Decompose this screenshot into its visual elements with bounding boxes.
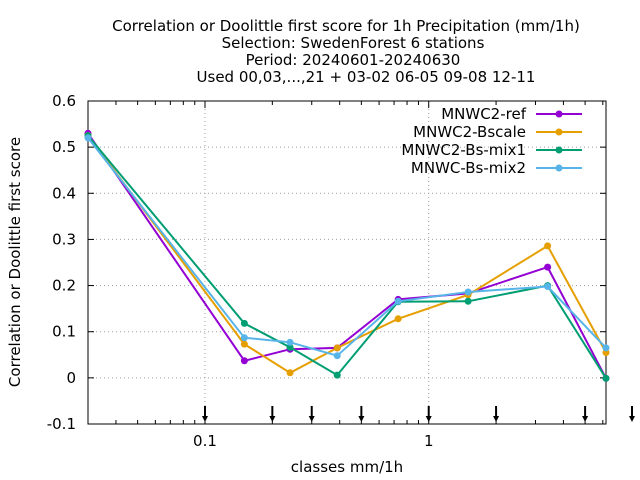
data-point xyxy=(240,357,248,365)
data-point xyxy=(544,282,552,290)
data-point xyxy=(286,369,294,377)
legend-marker xyxy=(555,164,563,172)
data-point xyxy=(544,242,552,250)
legend-label: MNWC2-Bs-mix1 xyxy=(401,141,526,159)
class-marker-arrow-head xyxy=(629,416,635,422)
legend-marker xyxy=(555,110,563,118)
title-line-1: Correlation or Doolittle first score for… xyxy=(112,17,580,35)
data-point xyxy=(240,319,248,327)
x-tick-label: 1 xyxy=(424,432,434,450)
legend: MNWC2-refMNWC2-BscaleMNWC2-Bs-mix1MNWC-B… xyxy=(401,105,582,177)
data-point xyxy=(333,344,341,352)
legend-label: MNWC2-ref xyxy=(441,105,526,123)
data-point xyxy=(602,344,610,352)
title-line-4: Used 00,03,...,21 + 03-02 06-05 09-08 12… xyxy=(197,68,536,86)
data-point xyxy=(602,374,610,382)
data-point xyxy=(544,263,552,271)
class-marker-arrow-head xyxy=(269,416,276,422)
x-axis-label: classes mm/1h xyxy=(291,458,403,476)
data-point xyxy=(333,352,341,360)
class-markers xyxy=(201,406,635,422)
legend-label: MNWC-Bs-mix2 xyxy=(411,159,526,177)
y-tick-label: -0.1 xyxy=(47,415,76,433)
series-lines xyxy=(84,129,610,382)
class-marker-arrow-head xyxy=(358,416,365,422)
series-line xyxy=(87,135,607,374)
y-tick-label: 0 xyxy=(66,369,76,387)
class-marker-arrow-head xyxy=(308,416,315,422)
grid-lines xyxy=(88,101,606,424)
class-marker-arrow-head xyxy=(582,416,589,422)
data-point xyxy=(286,338,294,346)
data-point xyxy=(333,371,341,379)
data-point xyxy=(394,315,402,323)
y-tick-label: 0.4 xyxy=(52,184,76,202)
plot-frame xyxy=(87,100,607,425)
class-marker-arrow-head xyxy=(493,416,500,422)
class-marker-arrow-head xyxy=(201,416,208,422)
title-line-3: Period: 20240601-20240630 xyxy=(246,51,461,69)
legend-marker xyxy=(555,146,563,154)
y-tick-label: 0.5 xyxy=(52,138,76,156)
data-point xyxy=(394,297,402,305)
axis-ticks: -0.1 0 0.1 0.2 0.3 0.4 0.5 0.6 0.1 1 xyxy=(47,92,606,450)
data-point xyxy=(464,297,472,305)
legend-marker xyxy=(555,128,563,136)
y-tick-label: 0.2 xyxy=(52,277,76,295)
y-tick-label: 0.1 xyxy=(52,323,76,341)
data-point xyxy=(464,288,472,296)
series-line xyxy=(87,132,607,379)
data-point xyxy=(240,334,248,342)
y-axis-label: Correlation or Doolittle first score xyxy=(6,137,24,387)
title-line-2: Selection: SwedenForest 6 stations xyxy=(222,34,485,52)
y-tick-label: 0.3 xyxy=(52,230,76,248)
class-marker-arrow-head xyxy=(425,416,432,422)
data-point xyxy=(84,134,92,142)
series-line xyxy=(87,137,607,357)
x-tick-label: 0.1 xyxy=(193,432,217,450)
data-point xyxy=(286,343,294,351)
y-tick-label: 0.6 xyxy=(52,92,76,110)
data-point xyxy=(240,340,248,348)
legend-label: MNWC2-Bscale xyxy=(413,123,526,141)
chart-title: Correlation or Doolittle first score for… xyxy=(112,17,580,86)
